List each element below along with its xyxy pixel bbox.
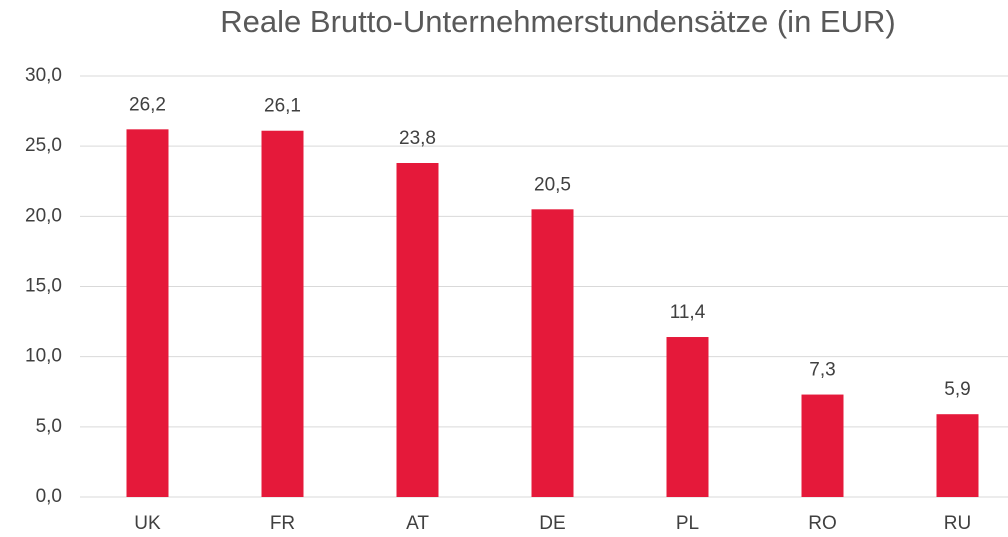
y-tick-label: 10,0 (25, 346, 62, 367)
x-tick-label: RO (808, 513, 837, 534)
y-tick-label: 20,0 (25, 205, 62, 226)
bar (396, 163, 439, 498)
x-tick-label: DE (539, 513, 565, 534)
data-label: 7,3 (809, 360, 835, 381)
data-label: 23,8 (399, 128, 436, 149)
y-tick-label: 15,0 (25, 276, 62, 297)
bar (936, 414, 979, 497)
data-label: 26,1 (264, 96, 301, 117)
y-tick-label: 25,0 (25, 135, 62, 156)
chart-title: Reale Brutto-Unternehmerstundensätze (in… (220, 4, 895, 39)
y-tick-label: 5,0 (36, 416, 62, 437)
x-tick-label: RU (944, 513, 971, 534)
data-label: 11,4 (670, 302, 706, 323)
data-label: 5,9 (944, 379, 970, 400)
bar (666, 337, 709, 497)
x-tick-label: FR (270, 513, 295, 534)
x-tick-label: AT (406, 513, 429, 534)
bar (261, 130, 304, 498)
data-label: 26,2 (129, 94, 166, 115)
bar (126, 129, 169, 497)
x-tick-label: PL (676, 513, 699, 534)
bar (531, 209, 574, 498)
data-label: 20,5 (534, 174, 571, 195)
y-tick-label: 30,0 (25, 65, 62, 86)
bar (801, 394, 844, 497)
y-tick-label: 0,0 (36, 486, 62, 507)
x-tick-label: UK (134, 513, 161, 534)
